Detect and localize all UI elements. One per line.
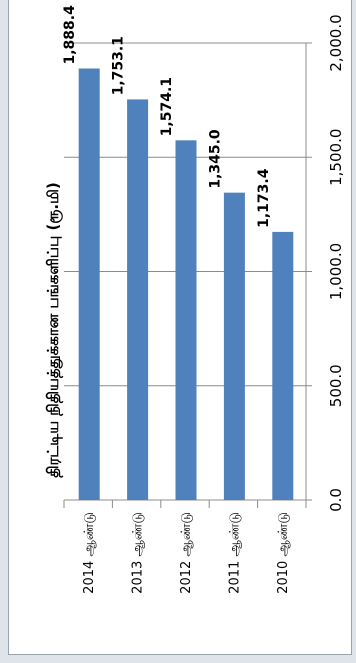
data-label: 1,574.1: [159, 77, 175, 136]
data-label: 1,345.0: [207, 129, 223, 189]
bar: [78, 68, 100, 500]
data-label: 1,888.4: [62, 5, 78, 65]
value-axis-tick-label: 500.0: [327, 364, 345, 407]
bar: [223, 192, 245, 501]
category-label: 2010 ஆண்டு: [276, 512, 291, 594]
bar: [127, 99, 149, 500]
bar: [175, 140, 197, 500]
value-axis-tick-label: 1,000.0: [327, 243, 345, 300]
category-label: 2011 ஆண்டு: [227, 512, 242, 594]
value-axis-tick-label: 2,000.0: [327, 14, 345, 71]
category-label: 2014 ஆண்டு: [82, 512, 97, 594]
category-label: 2012 ஆண்டு: [179, 512, 194, 594]
category-label: 2013 ஆண்டு: [131, 512, 146, 594]
value-axis-tick-label: 1,500.0: [327, 129, 345, 186]
data-label: 1,753.1: [111, 36, 127, 95]
value-axis-tick-label: 0.0: [327, 488, 345, 512]
data-label: 1,173.4: [256, 168, 272, 228]
chart-title: திரட்டிய நிதியத்துக்கான பங்களிப்பு (ரூ.ம…: [44, 182, 63, 477]
bar: [272, 231, 294, 500]
